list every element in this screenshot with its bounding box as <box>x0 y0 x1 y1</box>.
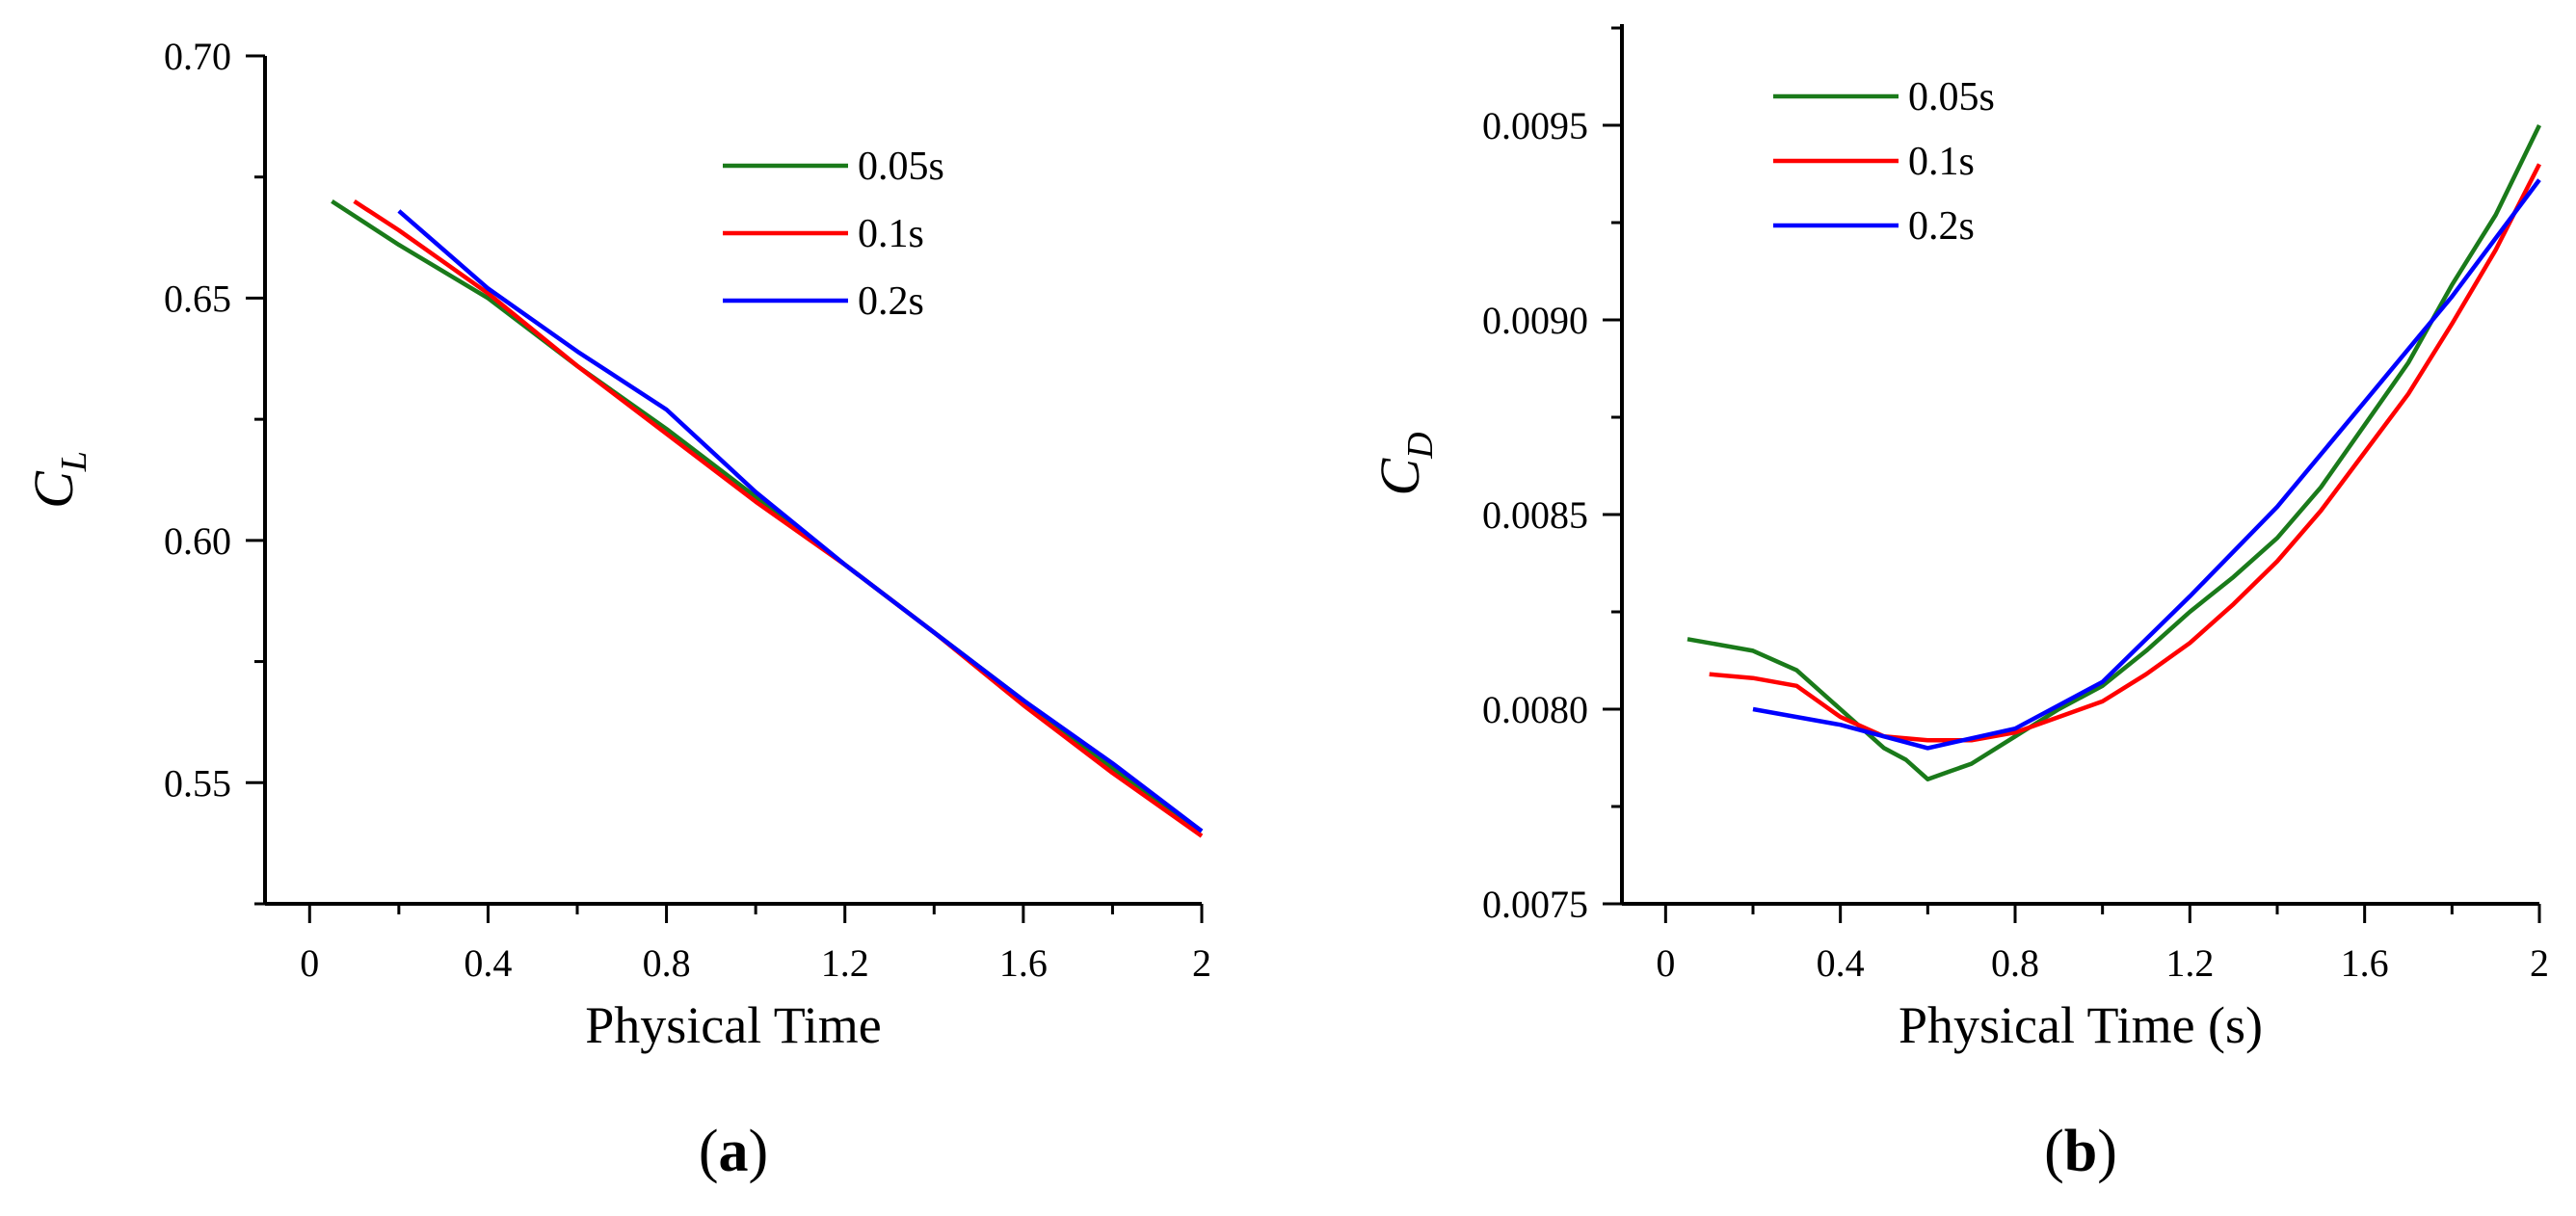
x-tick-label: 1.2 <box>2165 941 2214 985</box>
x-tick-label: 0 <box>300 941 319 985</box>
series-line-0.1s <box>1709 163 2542 743</box>
panel-label-part: ) <box>749 1119 769 1184</box>
legend: 0.05s 0.1s 0.2s <box>1773 75 1995 249</box>
series-line-0.1s <box>353 199 1204 838</box>
legend-label: 0.05s <box>1908 75 1995 119</box>
y-tick-label: 0.0075 <box>1482 883 1588 926</box>
panel-label-part: ( <box>2044 1119 2064 1184</box>
y-tick-label: 0.60 <box>164 519 231 563</box>
chart-panel-a: 0 0.4 0.8 1.2 1.6 2 0.55 0.60 0.65 0.70 Physical T… <box>22 35 1211 1184</box>
panel-label-part: a <box>719 1119 749 1184</box>
x-axis-label: Physical Time <box>585 996 882 1054</box>
legend-label: 0.1s <box>858 212 924 256</box>
x-tick-label: 1.2 <box>821 941 869 985</box>
chart-panel-b: 0 0.4 0.8 1.2 1.6 2 0.0075 0.0080 0.0085 0.0090 0.… <box>1368 24 2549 1184</box>
panel-label-part: ) <box>2097 1119 2117 1184</box>
y-axis-label-text: CD <box>1368 432 1441 495</box>
legend-label: 0.05s <box>858 145 944 189</box>
y-tick-label: 0.0090 <box>1482 299 1588 342</box>
x-tick-label: 0 <box>1656 941 1675 985</box>
legend-label: 0.2s <box>858 279 924 324</box>
legend: 0.05s 0.1s 0.2s <box>723 145 944 324</box>
series-line-0.05s <box>1686 124 2542 781</box>
y-tick-label: 0.65 <box>164 277 231 320</box>
x-tick-label: 2 <box>1192 941 1211 985</box>
y-axis-label-subscript: D <box>1400 432 1441 459</box>
y-tick-label: 0.0095 <box>1482 104 1588 147</box>
x-tick-label: 0.4 <box>1817 941 1865 985</box>
y-tick-label: 0.0085 <box>1482 493 1588 537</box>
y-tick-label: 0.0080 <box>1482 688 1588 731</box>
x-tick-label: 1.6 <box>2341 941 2389 985</box>
x-tick-label: 2 <box>2530 941 2549 985</box>
y-tick-label: 0.55 <box>164 761 231 805</box>
panel-label: (a) <box>699 1119 768 1184</box>
panel-label-part: ( <box>699 1119 719 1184</box>
legend-label: 0.1s <box>1908 140 1975 184</box>
x-tick-label: 0.8 <box>643 941 691 985</box>
y-axis-label: CL <box>22 451 94 509</box>
y-axis-label-subscript: L <box>54 451 94 472</box>
y-axis-label-text: CL <box>22 451 94 509</box>
x-tick-label: 0.4 <box>464 941 512 985</box>
series-line-0.2s <box>1752 178 2541 751</box>
x-tick-label: 0.8 <box>1991 941 2039 985</box>
x-axis-label: Physical Time (s) <box>1899 996 2263 1054</box>
y-tick-label: 0.70 <box>164 35 231 78</box>
legend-label: 0.2s <box>1908 204 1975 249</box>
panel-label: (b) <box>2044 1119 2117 1184</box>
series-line-0.2s <box>397 209 1204 833</box>
y-axis-label: CD <box>1368 432 1441 495</box>
x-tick-label: 1.6 <box>999 941 1048 985</box>
panel-label-part: b <box>2064 1119 2097 1184</box>
